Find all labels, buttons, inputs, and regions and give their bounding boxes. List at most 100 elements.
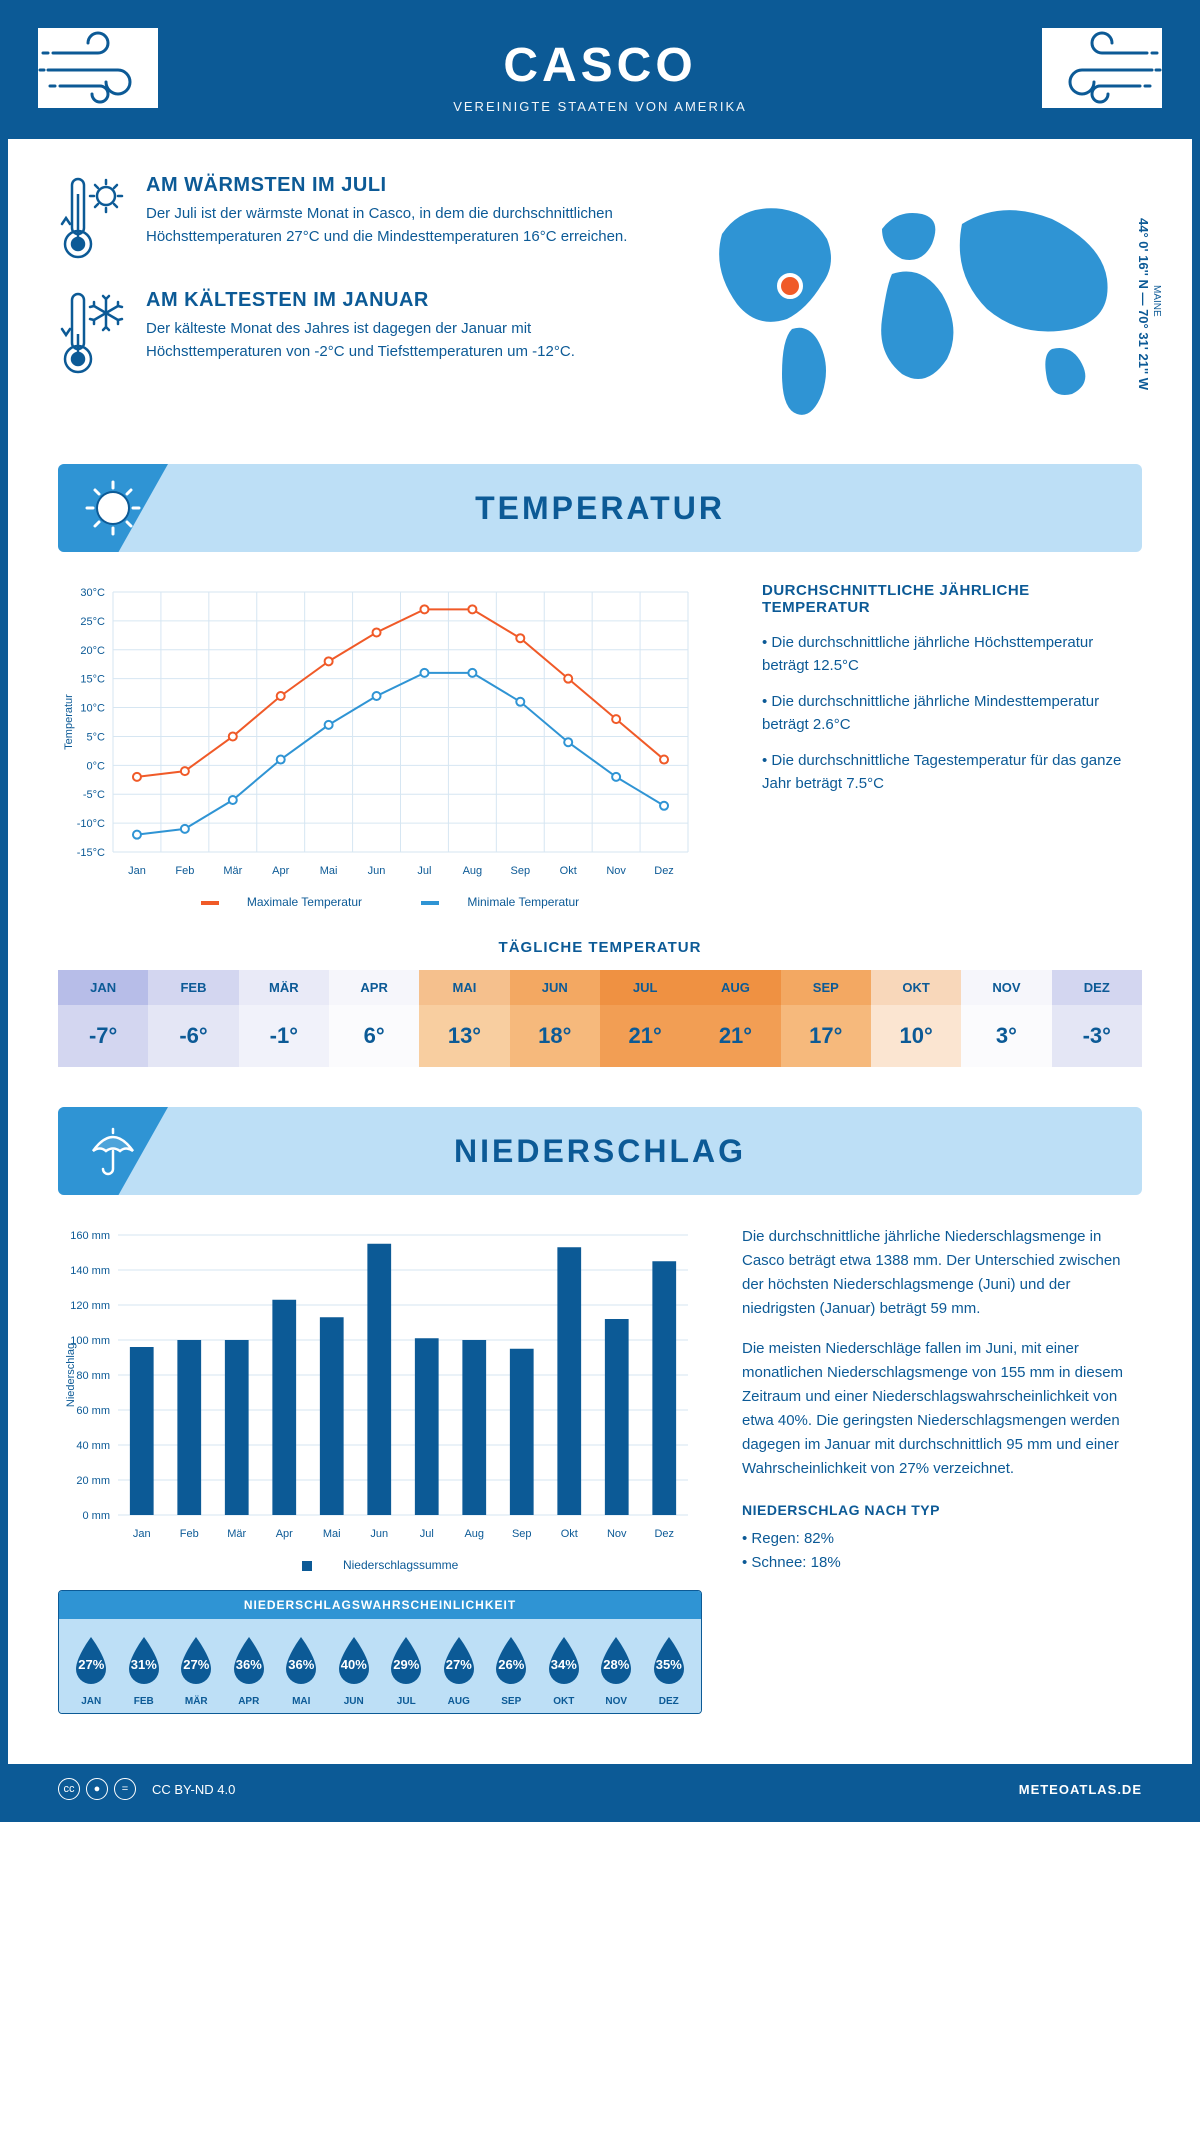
svg-text:Apr: Apr <box>272 865 289 877</box>
prob-drop: 29%JUL <box>380 1629 433 1707</box>
svg-text:10°C: 10°C <box>80 703 105 715</box>
daily-value: -7° <box>58 1005 148 1067</box>
prob-value: 27% <box>433 1657 486 1672</box>
daily-month: AUG <box>690 970 780 1005</box>
chart-legend: Niederschlagssumme <box>58 1558 702 1572</box>
license-block: cc ● = CC BY-ND 4.0 <box>58 1778 235 1800</box>
prob-month: APR <box>223 1696 276 1707</box>
prob-drop: 36% APR <box>223 1629 276 1707</box>
footer: cc ● = CC BY-ND 4.0 METEOATLAS.DE <box>8 1764 1192 1814</box>
daily-cell: MÄR-1° <box>239 970 329 1067</box>
daily-cell: APR6° <box>329 970 419 1067</box>
svg-text:Temperatur: Temperatur <box>63 694 75 750</box>
svg-text:5°C: 5°C <box>87 731 106 743</box>
fact-text: Der Juli ist der wärmste Monat in Casco,… <box>146 203 642 248</box>
chart-legend: Maximale Temperatur Minimale Temperatur <box>58 895 722 909</box>
daily-temp-title: TÄGLICHE TEMPERATUR <box>8 939 1192 956</box>
precip-para: Die durchschnittliche jährliche Niedersc… <box>742 1225 1142 1321</box>
prob-value: 36% <box>275 1657 328 1672</box>
coordinates: MAINE 44° 0' 16'' N — 70° 31' 21'' W <box>1136 174 1162 434</box>
daily-value: 6° <box>329 1005 419 1067</box>
prob-drop: 28%NOV <box>590 1629 643 1707</box>
prob-month: MÄR <box>170 1696 223 1707</box>
section-title: NIEDERSCHLAG <box>454 1133 746 1170</box>
daily-month: JUL <box>600 970 690 1005</box>
fact-coldest: AM KÄLTESTEN IM JANUAR Der kälteste Mona… <box>58 289 642 379</box>
daily-value: 21° <box>600 1005 690 1067</box>
daily-value: -3° <box>1052 1005 1142 1067</box>
prob-value: 36% <box>223 1657 276 1672</box>
precip-section: 0 mm20 mm40 mm60 mm80 mm100 mm120 mm140 … <box>8 1195 1192 1724</box>
prob-month: JAN <box>65 1696 118 1707</box>
license-text: CC BY-ND 4.0 <box>152 1782 235 1797</box>
page-subtitle: VEREINIGTE STAATEN VON AMERIKA <box>28 99 1172 114</box>
svg-text:Jun: Jun <box>368 865 386 877</box>
nd-icon: = <box>114 1778 136 1800</box>
svg-text:Apr: Apr <box>276 1528 293 1540</box>
svg-text:Aug: Aug <box>463 865 483 877</box>
svg-text:60 mm: 60 mm <box>76 1405 110 1417</box>
wind-icon <box>1042 28 1162 108</box>
section-header-temp: TEMPERATUR <box>58 464 1142 552</box>
prob-value: 27% <box>170 1657 223 1672</box>
info-bullet: • Die durchschnittliche Tagestemperatur … <box>762 750 1142 795</box>
precip-type-item: • Schnee: 18% <box>742 1551 1142 1575</box>
prob-month: MAI <box>275 1696 328 1707</box>
prob-month: DEZ <box>643 1696 696 1707</box>
prob-drop: 27% MÄR <box>170 1629 223 1707</box>
precip-type-item: • Regen: 82% <box>742 1527 1142 1551</box>
svg-text:Feb: Feb <box>180 1528 199 1540</box>
svg-text:Jul: Jul <box>420 1528 434 1540</box>
svg-text:Niederschlag: Niederschlag <box>65 1343 77 1407</box>
svg-text:Jun: Jun <box>370 1528 388 1540</box>
prob-month: JUL <box>380 1696 433 1707</box>
intro-facts: AM WÄRMSTEN IM JULI Der Juli ist der wär… <box>58 174 642 439</box>
daily-cell: JAN-7° <box>58 970 148 1067</box>
thermometer-snow-icon <box>58 289 128 379</box>
svg-text:Feb: Feb <box>175 865 194 877</box>
prob-value: 40% <box>328 1657 381 1672</box>
header: CASCO VEREINIGTE STAATEN VON AMERIKA <box>8 8 1192 139</box>
svg-text:Mai: Mai <box>320 865 338 877</box>
precip-type-title: NIEDERSCHLAG NACH TYP <box>742 1499 1142 1521</box>
precip-para: Die meisten Niederschläge fallen im Juni… <box>742 1337 1142 1481</box>
prob-drop: 27% AUG <box>433 1629 486 1707</box>
daily-month: SEP <box>781 970 871 1005</box>
svg-text:15°C: 15°C <box>80 674 105 686</box>
svg-text:40 mm: 40 mm <box>76 1440 110 1452</box>
info-title: DURCHSCHNITTLICHE JÄHRLICHE TEMPERATUR <box>762 582 1142 616</box>
info-bullet: • Die durchschnittliche jährliche Höchst… <box>762 632 1142 677</box>
brand: METEOATLAS.DE <box>1019 1782 1142 1797</box>
svg-text:Dez: Dez <box>654 1528 674 1540</box>
prob-row: 27%JAN31%FEB27%MÄR36%APR36%MAI40%JUN29%J… <box>59 1619 701 1713</box>
daily-value: 18° <box>510 1005 600 1067</box>
temperature-line-chart: -15°C-10°C-5°C0°C5°C10°C15°C20°C25°C30°C… <box>58 582 698 882</box>
fact-warmest: AM WÄRMSTEN IM JULI Der Juli ist der wär… <box>58 174 642 264</box>
daily-value: 3° <box>961 1005 1051 1067</box>
prob-value: 26% <box>485 1657 538 1672</box>
svg-text:20°C: 20°C <box>80 645 105 657</box>
daily-cell: JUL21° <box>600 970 690 1067</box>
prob-month: AUG <box>433 1696 486 1707</box>
daily-cell: DEZ-3° <box>1052 970 1142 1067</box>
svg-text:120 mm: 120 mm <box>70 1300 110 1312</box>
fact-text: Der kälteste Monat des Jahres ist dagege… <box>146 318 642 363</box>
svg-text:80 mm: 80 mm <box>76 1370 110 1382</box>
prob-value: 28% <box>590 1657 643 1672</box>
daily-cell: NOV3° <box>961 970 1051 1067</box>
daily-cell: JUN18° <box>510 970 600 1067</box>
temp-info: DURCHSCHNITTLICHE JÄHRLICHE TEMPERATUR •… <box>762 582 1142 909</box>
svg-text:Jan: Jan <box>133 1528 151 1540</box>
prob-title: NIEDERSCHLAGSWAHRSCHEINLICHKEIT <box>59 1591 701 1619</box>
prob-value: 34% <box>538 1657 591 1672</box>
daily-month: DEZ <box>1052 970 1142 1005</box>
umbrella-icon <box>58 1107 168 1195</box>
daily-value: 21° <box>690 1005 780 1067</box>
sun-icon <box>58 464 168 552</box>
prob-month: JUN <box>328 1696 381 1707</box>
svg-text:25°C: 25°C <box>80 616 105 628</box>
prob-drop: 35%DEZ <box>643 1629 696 1707</box>
svg-text:Sep: Sep <box>512 1528 532 1540</box>
prob-drop: 40% JUN <box>328 1629 381 1707</box>
precip-probability-box: NIEDERSCHLAGSWAHRSCHEINLICHKEIT 27%JAN31… <box>58 1590 702 1714</box>
